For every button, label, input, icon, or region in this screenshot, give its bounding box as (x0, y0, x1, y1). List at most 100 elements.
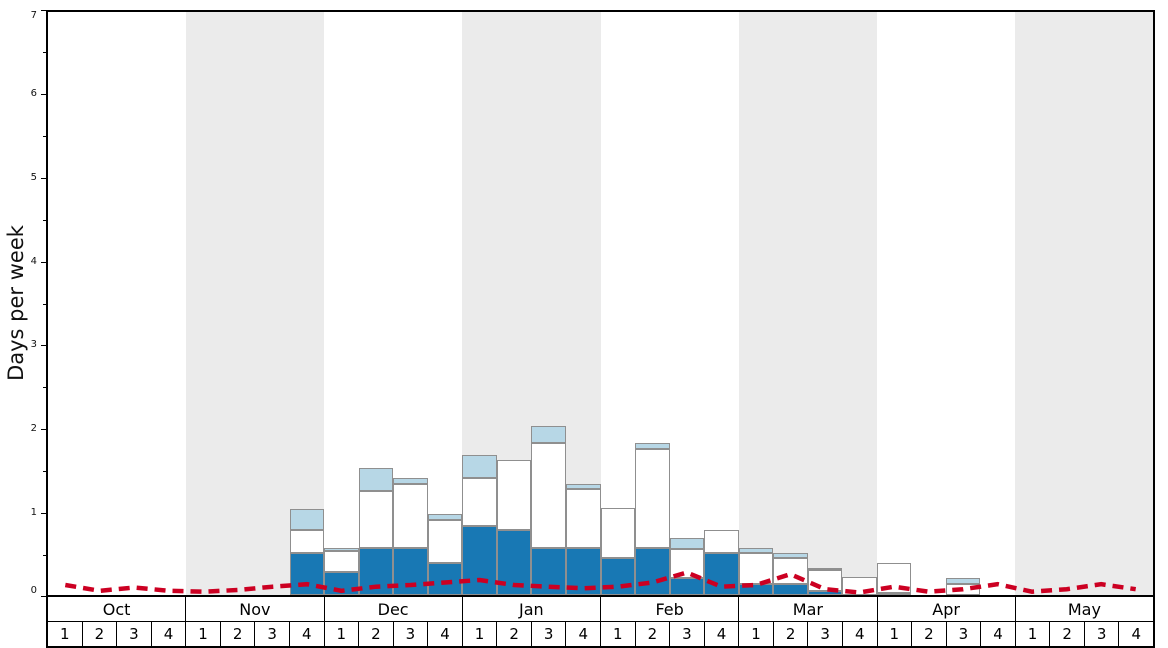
month-cell-nov: Nov (186, 597, 325, 621)
dark-blue-bars-segment (807, 590, 843, 595)
week-cell: 3 (255, 622, 290, 646)
month-band-mar (738, 12, 877, 595)
dark-blue-bars-segment (324, 571, 359, 595)
dark-blue-bars-segment (531, 547, 566, 595)
white-bars-segment (393, 484, 428, 548)
week-cell: 1 (48, 622, 83, 646)
white-bars-segment (738, 553, 774, 585)
week-cell: 1 (325, 622, 360, 646)
y-tick-label: 4 (30, 255, 37, 267)
month-band-nov (186, 12, 325, 595)
y-tick-mark (41, 177, 46, 179)
week-cell: 2 (221, 622, 256, 646)
y-tick-label: 2 (30, 423, 37, 435)
dark-blue-bars-segment (635, 547, 670, 595)
week-cell: 3 (1085, 622, 1120, 646)
white-bars-segment (496, 460, 532, 531)
dark-blue-bars-segment (669, 578, 705, 595)
white-bars-segment (324, 550, 359, 572)
light-blue-bars-segment (738, 547, 774, 554)
light-blue-bars-segment (324, 547, 359, 551)
light-blue-bars-segment (358, 467, 394, 491)
y-tick-mark (41, 93, 46, 95)
light-blue-bars-segment (393, 478, 428, 485)
y-tick-mark (41, 429, 46, 431)
month-cell-may: May (1067, 599, 1101, 619)
y-minor-tick-mark (43, 303, 46, 305)
week-cell: 2 (1050, 622, 1085, 646)
week-cell: 3 (670, 622, 705, 646)
y-tick-label: 5 (30, 171, 37, 183)
y-minor-tick-mark (43, 555, 46, 557)
week-cell: 1 (739, 622, 774, 646)
white-bars-segment (669, 549, 705, 579)
month-cell-apr: Apr (878, 597, 1016, 621)
y-tick-mark (41, 261, 46, 263)
dark-blue-bars-segment (427, 563, 463, 595)
light-blue-bars-segment (635, 443, 670, 450)
week-cell: 2 (912, 622, 947, 646)
week-cell: 2 (83, 622, 118, 646)
light-blue-bars-segment (565, 484, 601, 490)
y-minor-tick-mark (43, 219, 46, 221)
dark-blue-bars-segment (773, 584, 808, 595)
week-cell: 1 (463, 622, 498, 646)
white-bars-segment (807, 570, 843, 591)
white-bars-segment (289, 530, 325, 554)
y-tick-mark (41, 345, 46, 347)
y-tick-label: 1 (30, 507, 37, 519)
dark-blue-bars-segment (496, 530, 532, 595)
white-bars-segment (876, 563, 912, 593)
y-minor-tick-mark (43, 387, 46, 389)
week-cell: 4 (566, 622, 601, 646)
dark-blue-bars-segment (393, 547, 428, 595)
week-cell: 1 (601, 622, 636, 646)
y-tick-label: 6 (30, 87, 37, 99)
white-bars-segment (635, 449, 670, 548)
white-bars-segment (427, 520, 463, 564)
week-cell: 3 (117, 622, 152, 646)
y-minor-tick-mark (43, 471, 46, 473)
week-cell: 4 (981, 622, 1016, 646)
week-cell: 3 (394, 622, 429, 646)
y-tick-label: 3 (30, 339, 37, 351)
month-band-apr (876, 12, 1015, 595)
month-cell-feb: Feb (601, 597, 740, 621)
white-bars-segment (773, 557, 808, 585)
week-cell: 2 (774, 622, 809, 646)
light-blue-bars-segment (945, 577, 981, 585)
month-cell-oct: Oct (48, 597, 187, 621)
white-bars-segment (531, 442, 566, 548)
week-cell: 3 (808, 622, 843, 646)
month-band-oct (48, 12, 187, 595)
dark-blue-bars-segment (462, 525, 497, 595)
week-cell: 4 (843, 622, 878, 646)
y-tick-mark (41, 513, 46, 515)
dark-blue-bars-segment (289, 553, 325, 595)
week-cell: 1 (1016, 622, 1051, 646)
week-cell: 1 (878, 622, 913, 646)
light-blue-bars-segment (462, 455, 497, 478)
week-cell: 2 (636, 622, 671, 646)
y-minor-tick-mark (43, 51, 46, 53)
week-cell: 3 (532, 622, 567, 646)
month-cell-mar: Mar (739, 597, 878, 621)
week-cell: 4 (428, 622, 463, 646)
y-tick-mark (41, 596, 46, 597)
month-cell-dec: Dec (325, 597, 463, 621)
plot-area (46, 10, 1155, 597)
white-bars-segment (565, 489, 601, 548)
dark-blue-bars-segment (704, 553, 739, 595)
week-cell: 1 (186, 622, 221, 646)
week-cell: 3 (947, 622, 982, 646)
white-bars-segment (704, 530, 739, 554)
month-band-may (1014, 12, 1153, 595)
week-cell: 2 (497, 622, 532, 646)
month-band-feb (600, 12, 739, 595)
y-tick-label: 0 (30, 585, 37, 596)
y-tick-mark (41, 10, 46, 11)
light-blue-bars-segment (669, 538, 705, 550)
light-blue-bars-segment (427, 514, 463, 521)
dark-blue-bars-segment (738, 584, 774, 595)
